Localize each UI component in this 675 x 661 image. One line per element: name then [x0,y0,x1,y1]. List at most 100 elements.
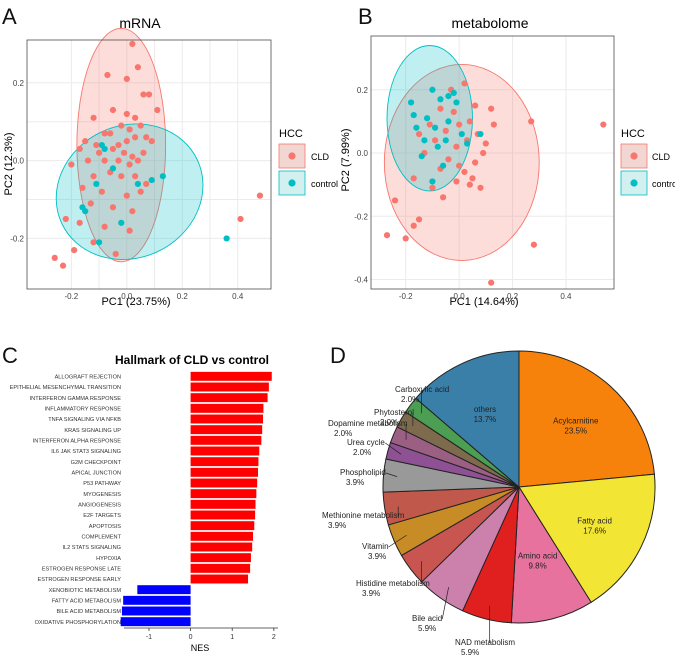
data-point-cld [109,106,117,114]
data-point-cld [429,184,436,191]
data-point-cld [109,204,117,211]
pie-slices-d [382,350,656,624]
data-point-cld [126,126,133,133]
bar-category-label: P53 PATHWAY [83,481,121,487]
x-tick-label: 0.0 [121,292,133,301]
bar-nes [190,499,256,509]
pie-percent: 9.8% [528,561,546,570]
x-tick-label: -0.2 [64,292,78,301]
data-point-control [434,143,441,150]
bar-nes [190,414,264,424]
bar-category-label: KRAS SIGNALING UP [64,428,121,434]
x-tick-label: 0.4 [232,292,244,301]
data-point-cld [439,194,447,201]
data-point-control [134,180,142,188]
pca-metabolome-panel: metabolome PC1 (14.64%) PC2 (7.99%) -0.2… [340,15,675,308]
bar-nes [190,382,269,392]
data-point-cld [456,121,463,128]
data-point-control [421,137,428,144]
data-point-cld [90,173,97,180]
bar-nes [123,595,191,605]
data-point-cld [482,140,489,147]
data-point-cld [82,138,89,145]
data-point-cld [134,64,142,71]
pie-percent: 5.9% [461,648,479,657]
data-point-cld [123,138,130,145]
legend-label-control-a: control [311,179,338,189]
pie-percent: 3.9% [362,589,380,598]
pie-slice-acylcarnitine [518,350,655,488]
data-point-cld [450,108,457,115]
data-point-cld [101,130,108,137]
bar-nes [190,446,260,456]
pie-slice-others [415,350,520,489]
bar-category-label: ALLOGRAFT REJECTION [55,375,121,381]
bar-nes [190,435,262,445]
data-point-cld [415,130,423,138]
pie-label: Fatty acid [577,516,612,525]
axis-ticks-c: -1 0 1 2 [146,628,276,641]
bar-category-label: XENOBIOTIC METABOLISM [49,588,122,594]
y-axis-label-a: PC2 (12.3%) [3,133,15,196]
data-point-cld [148,138,155,145]
data-point-cld [123,75,130,83]
pie-leader-line [388,534,407,548]
pca-mrna-panel: mRNA PC1 (23.75%) PC2 (12.3%) -0.2 0.0 0.2… [3,15,338,308]
bar-nes [190,521,255,531]
x-tick-label: -1 [146,634,152,641]
data-point-cld [112,250,119,258]
panel-label-b: B [358,4,373,29]
pie-percent: 2.0% [334,429,352,438]
data-point-cld [59,262,67,269]
data-point-cld [132,134,139,141]
bar-category-label: ESTROGEN RESPONSE EARLY [37,577,121,583]
y-tick-label: 0.0 [357,149,369,158]
pie-leader-line [385,472,398,477]
data-point-control [439,162,447,169]
data-point-control [418,153,425,160]
data-point-cld [123,110,130,118]
data-point-cld [87,200,94,207]
data-point-cld [79,184,86,191]
data-point-cld [132,114,139,121]
data-point-cld [410,175,417,182]
data-point-control [450,89,457,97]
pie-leader-line [385,442,402,455]
bar-nes [190,542,253,552]
data-point-cld [402,235,409,242]
bar-category-label: INTERFERON GAMMA RESPONSE [30,396,122,402]
data-point-cld [453,143,460,150]
pie-label: Bile acid [412,614,442,623]
pie-percent: 13.7% [474,415,497,424]
pie-label: Acylcarnitine [553,417,599,426]
data-point-cld [445,156,452,163]
data-point-cld [123,192,130,199]
legend-title-b: HCC [621,128,645,140]
pie-percent: 23.5% [564,427,587,436]
data-point-control [118,219,125,226]
data-point-cld [137,188,144,195]
data-point-cld [71,246,78,254]
data-point-cld [426,121,433,128]
pie-label: Methionine metabolism [322,511,405,520]
bar-nes [190,531,254,541]
data-point-cld [600,121,607,128]
y-tick-label: 0.0 [13,157,25,166]
x-tick-label: 0.4 [560,292,572,301]
pie-label: Amino acid [518,551,558,560]
bar-category-label: APOPTOSIS [89,524,121,530]
data-point-control [93,180,100,188]
pie-percent: 17.6% [583,526,606,535]
legend-a: HCC CLD control [278,128,338,196]
bar-category-label: FATTY ACID METABOLISM [52,599,122,605]
data-point-cld [126,227,133,234]
data-point-control [95,239,103,246]
data-point-cld [461,168,468,176]
data-point-cld [104,71,111,79]
bar-category-label: APICAL JUNCTION [71,471,121,477]
pie-leader-lines-d [385,390,491,643]
x-tick-label: 0.2 [177,292,189,301]
data-point-cld [466,181,473,188]
x-tick-label: 0 [189,634,193,641]
x-axis-label-b: PC1 (14.64%) [449,296,518,308]
